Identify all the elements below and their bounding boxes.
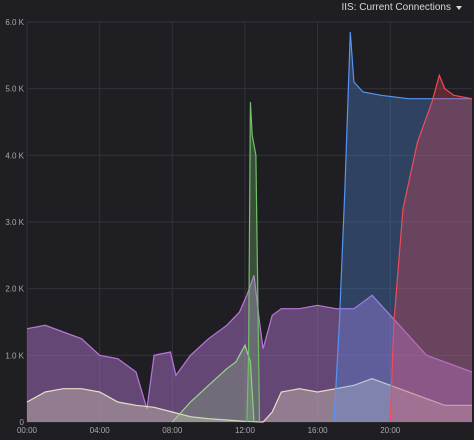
x-tick-label: 08:00 xyxy=(162,426,183,435)
y-tick-label: 4.0 K xyxy=(5,151,24,160)
y-tick-label: 5.0 K xyxy=(5,85,24,94)
series-line-0 xyxy=(26,275,473,409)
y-tick-label: 2.0 K xyxy=(5,285,24,294)
y-tick-label: 1.0 K xyxy=(5,351,24,360)
x-tick-label: 16:00 xyxy=(308,426,329,435)
panel-title: IIS: Current Connections xyxy=(341,2,452,13)
series-line-3 xyxy=(246,101,261,423)
series-line-4 xyxy=(333,31,472,423)
y-tick-label: 3.0 K xyxy=(5,218,24,227)
y-tick-label: 6.0 K xyxy=(5,18,24,27)
series-line-5 xyxy=(389,73,473,423)
series-area-1 xyxy=(27,378,472,422)
chart-axes: 0 1.0 K 2.0 K 3.0 K 4.0 K 5.0 K 6.0 K 00:00 04:0… xyxy=(5,18,401,435)
series-area-5 xyxy=(390,75,472,423)
panel-title-menu[interactable]: IIS: Current Connections xyxy=(341,2,462,13)
chevron-down-icon xyxy=(456,5,462,10)
series-area-4 xyxy=(334,32,472,422)
x-tick-label: 12:00 xyxy=(235,426,256,435)
panel-header: IIS: Current Connections xyxy=(0,0,474,18)
series-area-0 xyxy=(27,275,472,422)
x-tick-label: 04:00 xyxy=(90,426,111,435)
chart-series xyxy=(26,31,473,423)
series-area-2 xyxy=(172,345,254,422)
x-tick-label: 00:00 xyxy=(17,426,38,435)
x-tick-label: 20:00 xyxy=(380,426,401,435)
y-tick-label: 0 xyxy=(20,418,25,427)
